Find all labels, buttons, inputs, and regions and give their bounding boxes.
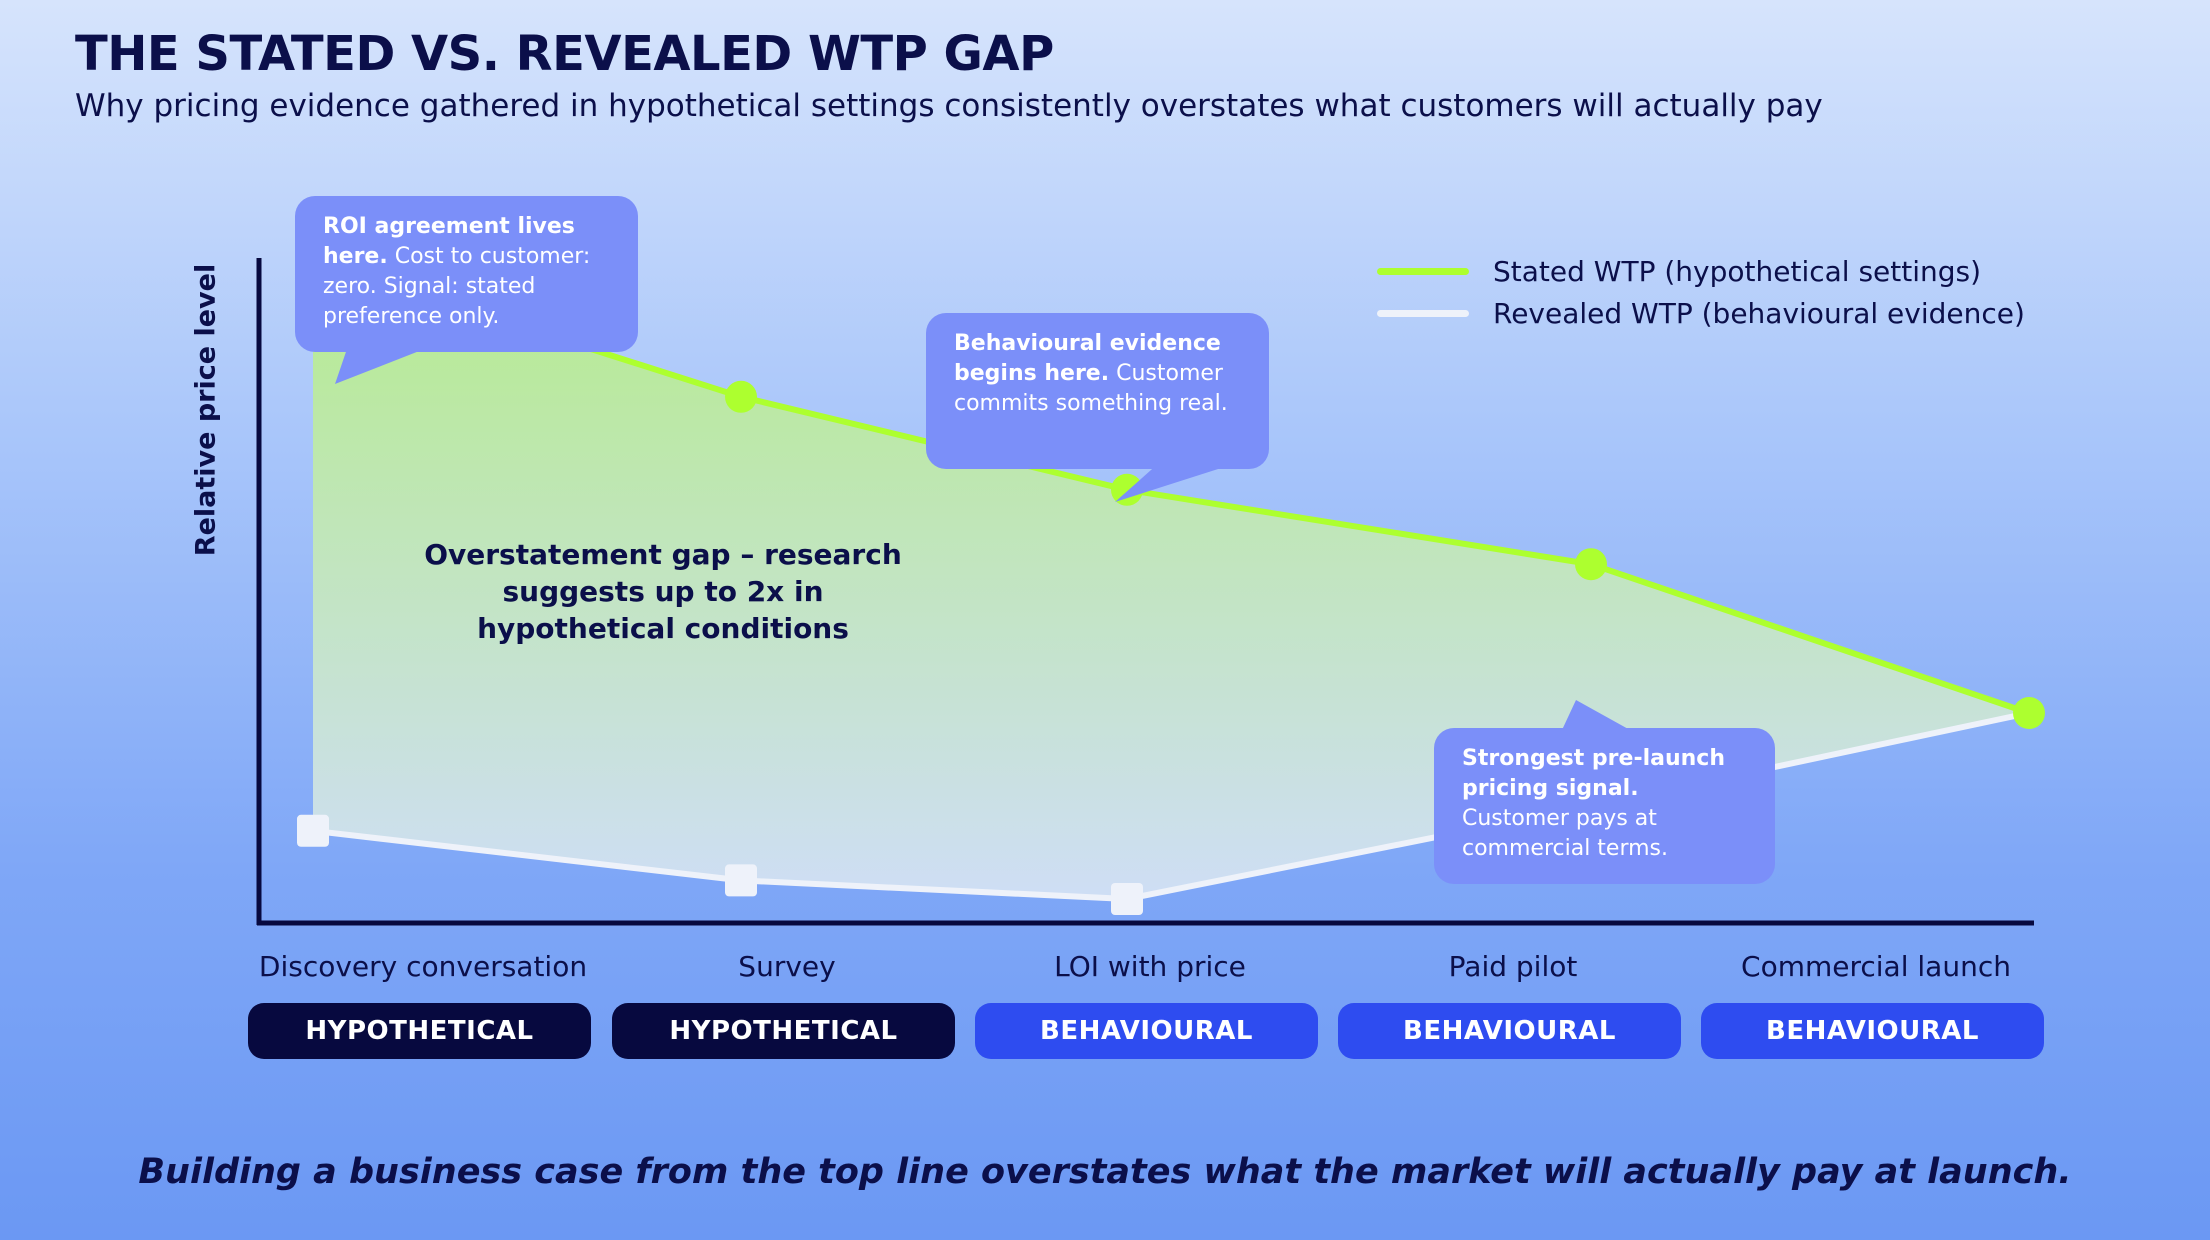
page-title: THE STATED VS. REVEALED WTP GAP — [75, 26, 1054, 82]
callout-tail-1 — [335, 346, 432, 384]
legend-revealed-label: Revealed WTP (behavioural evidence) — [1493, 297, 2025, 330]
stage-label-launch: Commercial launch — [1741, 950, 2011, 983]
revealed-point-1 — [297, 814, 329, 847]
legend-stated: Stated WTP (hypothetical settings) — [1377, 255, 1981, 288]
footer-note: Building a business case from the top li… — [138, 1152, 2072, 1192]
callout-tail-3 — [1562, 700, 1630, 730]
callout-roi-text: Cost to customer: zero. Signal: stated p… — [323, 244, 591, 329]
stated-point-3 — [1111, 473, 1143, 506]
stage-label-loi: LOI with price — [1054, 950, 1246, 983]
legend-stated-label: Stated WTP (hypothetical settings) — [1493, 255, 1982, 288]
callout-roi-bold: ROI agreement lives here. — [323, 214, 575, 269]
callout-tail-2 — [1115, 462, 1240, 502]
stage-label-pilot: Paid pilot — [1448, 950, 1578, 983]
gap-annotation: Overstatement gap – research suggests up… — [424, 538, 902, 645]
legend-revealed: Revealed WTP (behavioural evidence) — [1377, 297, 2025, 330]
legend-revealed-swatch — [1377, 310, 1469, 317]
revealed-point-2 — [725, 864, 757, 897]
callout-behavioural-bold: Behavioural evidence begins here. — [954, 331, 1221, 386]
stage-label-survey: Survey — [738, 950, 836, 983]
stated-point-5 — [2013, 697, 2045, 729]
stage-tag-discovery: HYPOTHETICAL — [248, 1003, 591, 1059]
legend-stated-swatch — [1377, 268, 1469, 275]
callout-signal-text: Customer pays at commercial terms. — [1462, 806, 1669, 861]
callout-pricing-signal: Strongest pre-launch pricing signal. Cus… — [1434, 728, 1775, 884]
revealed-point-3 — [1111, 883, 1143, 915]
callout-behavioural-evidence: Behavioural evidence begins here. Custom… — [926, 313, 1269, 469]
callout-roi-agreement: ROI agreement lives here. Cost to custom… — [295, 196, 638, 352]
y-axis-label: Relative price level — [190, 263, 222, 557]
page-subtitle: Why pricing evidence gathered in hypothe… — [75, 88, 1823, 124]
callout-signal-bold: Strongest pre-launch pricing signal. — [1462, 746, 1725, 801]
stage-tag-loi: BEHAVIOURAL — [975, 1003, 1318, 1059]
callout-behavioural-text: Customer commits something real. — [954, 361, 1228, 416]
stage-tag-survey: HYPOTHETICAL — [612, 1003, 955, 1059]
stage-tag-launch: BEHAVIOURAL — [1701, 1003, 2044, 1059]
stage-tag-pilot: BEHAVIOURAL — [1338, 1003, 1681, 1059]
stage-label-discovery: Discovery conversation — [258, 950, 588, 983]
stated-point-4 — [1575, 548, 1607, 581]
stated-point-2 — [725, 380, 757, 413]
